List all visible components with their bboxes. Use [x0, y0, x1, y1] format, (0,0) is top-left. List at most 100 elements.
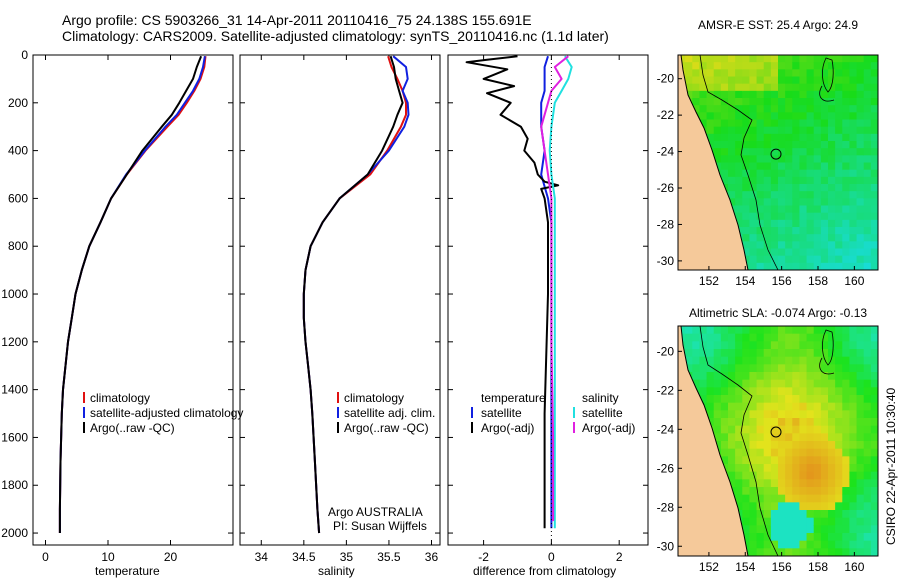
map-cell	[735, 425, 743, 434]
map-cell	[699, 333, 708, 342]
map-cell	[806, 387, 815, 396]
map-cell	[820, 69, 829, 78]
map-cell	[870, 205, 878, 214]
map-cell	[820, 433, 829, 442]
map-x-tick-label: 156	[772, 560, 792, 574]
map-cell	[728, 90, 736, 99]
map-cell	[763, 494, 772, 503]
map-cell	[770, 418, 779, 427]
map-cell	[763, 141, 772, 149]
map-cell	[792, 69, 801, 78]
map-cell	[742, 205, 751, 214]
map-cell	[699, 90, 708, 99]
map-cell	[870, 62, 878, 70]
map-cell	[706, 62, 715, 70]
map-cell	[742, 448, 751, 457]
sst-reef-contour-2	[819, 85, 835, 102]
map-cell	[756, 387, 765, 396]
sst-map-frame	[677, 54, 879, 271]
map-cell	[863, 333, 872, 342]
map-cell	[792, 155, 801, 164]
map-cell	[863, 227, 872, 235]
map-cell	[685, 326, 693, 335]
map-cell	[749, 479, 758, 488]
map-cell	[842, 69, 851, 78]
map-cell	[770, 471, 779, 480]
map-cell	[856, 418, 865, 427]
map-cell	[799, 212, 808, 221]
map-cell	[770, 227, 779, 235]
map-cell	[735, 155, 743, 164]
map-cell	[849, 464, 858, 473]
map-cell	[820, 502, 829, 511]
map-cell	[870, 90, 878, 99]
map-cell	[706, 341, 715, 350]
map-cell	[770, 126, 779, 135]
map-cell	[835, 433, 843, 442]
map-cell	[870, 533, 878, 542]
map-cell	[806, 433, 815, 442]
map-cell	[699, 341, 708, 350]
map-cell	[728, 184, 736, 192]
map-cell	[870, 155, 878, 164]
map-cell	[706, 379, 715, 388]
map-cell	[742, 402, 751, 411]
map-cell	[720, 126, 729, 135]
map-cell	[820, 402, 829, 411]
map-cell	[828, 402, 836, 411]
map-cell	[820, 176, 829, 185]
map-cell	[706, 105, 715, 113]
map-cell	[828, 464, 836, 473]
map-cell	[778, 410, 786, 419]
map-cell	[863, 119, 872, 128]
map-cell	[820, 234, 829, 242]
map-cell	[756, 395, 765, 404]
map-cell	[849, 112, 858, 121]
map-cell	[813, 90, 822, 99]
map-cell	[806, 141, 815, 149]
map-cell	[756, 119, 765, 128]
map-cell	[835, 540, 843, 549]
map-cell	[828, 533, 836, 542]
map-cell	[728, 191, 736, 199]
map-cell	[756, 379, 765, 388]
map-cell	[778, 198, 786, 207]
map-cell	[856, 502, 865, 511]
map-cell	[778, 387, 786, 396]
map-cell	[778, 402, 786, 411]
map-cell	[778, 112, 786, 121]
map-cell	[785, 169, 793, 178]
x-tick-label: 10	[101, 550, 115, 564]
map-cell	[842, 395, 851, 404]
map-cell	[806, 105, 815, 113]
map-cell	[763, 464, 772, 473]
map-cell	[835, 76, 843, 85]
map-cell	[813, 456, 822, 465]
map-cell	[742, 517, 751, 526]
map-cell	[856, 464, 865, 473]
map-cell	[778, 69, 786, 78]
map-cell	[770, 162, 779, 171]
map-cell	[735, 372, 743, 381]
map-cell	[728, 349, 736, 358]
map-cell	[770, 525, 779, 534]
map-cell	[856, 395, 865, 404]
map-cell	[778, 533, 786, 542]
map-cell	[849, 234, 858, 242]
map-cell	[828, 148, 836, 156]
map-cell	[820, 533, 829, 542]
map-cell	[728, 133, 736, 142]
map-cell	[713, 402, 722, 411]
map-cell	[756, 349, 765, 358]
map-cell	[820, 119, 829, 128]
map-cell	[763, 198, 772, 207]
map-cell	[742, 133, 751, 142]
map-cell	[842, 425, 851, 434]
map-cell	[806, 119, 815, 128]
map-cell	[806, 205, 815, 214]
map-cell	[820, 372, 829, 381]
map-cell	[828, 241, 836, 250]
map-cell	[749, 112, 758, 121]
map-cell	[849, 448, 858, 457]
map-cell	[799, 487, 808, 496]
